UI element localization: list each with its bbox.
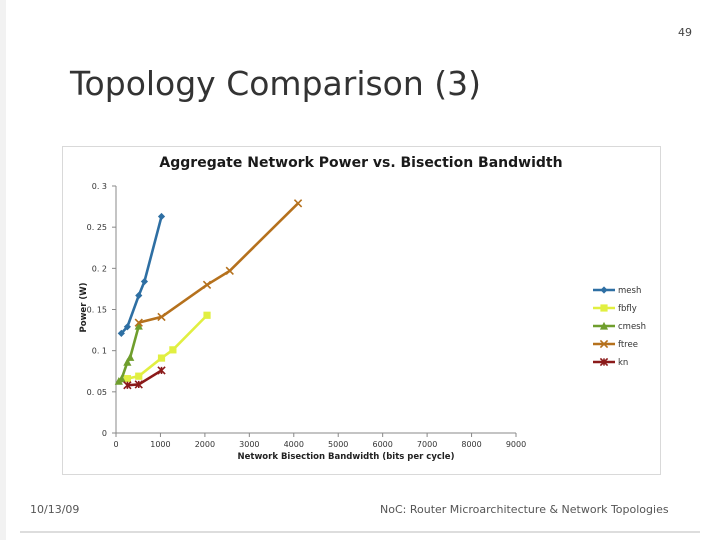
data-point-kn <box>123 381 132 390</box>
x-tick-label: 4000 <box>284 440 304 449</box>
x-tick-label: 3000 <box>239 440 259 449</box>
data-point-ftree <box>134 318 143 327</box>
legend-marker-mesh <box>600 286 608 294</box>
data-point-fbfly <box>157 354 166 362</box>
data-point-kn <box>134 380 143 389</box>
x-tick-label: 1000 <box>150 440 170 449</box>
x-tick-label: 7000 <box>417 440 437 449</box>
footer-date: 10/13/09 <box>30 503 80 516</box>
data-point-fbfly <box>135 372 143 380</box>
legend-label-ftree: ftree <box>618 340 638 350</box>
data-point-mesh <box>135 291 143 300</box>
chart-svg: Aggregate Network Power vs. Bisection Ba… <box>79 155 646 462</box>
data-point-fbfly <box>123 375 131 383</box>
y-tick-label: 0. 1 <box>92 347 107 356</box>
y-tick-label: 0. 05 <box>87 388 107 397</box>
y-tick-label: 0. 25 <box>87 223 107 232</box>
x-tick-label: 5000 <box>328 440 348 449</box>
series-line-mesh <box>120 216 163 335</box>
chart-title: Aggregate Network Power vs. Bisection Ba… <box>159 155 562 171</box>
legend-marker-fbfly <box>600 304 608 312</box>
x-tick-label: 9000 <box>506 440 526 449</box>
data-point-cmesh <box>123 358 132 366</box>
data-point-ftree <box>225 266 234 275</box>
data-point-mesh <box>157 212 166 221</box>
data-point-fbfly <box>169 346 177 354</box>
y-tick-label: 0. 3 <box>92 182 107 191</box>
data-point-fbfly <box>203 311 211 319</box>
x-tick-label: 6000 <box>372 440 392 449</box>
legend-label-kn: kn <box>618 358 628 368</box>
x-axis-label: Network Bisection Bandwidth (bits per cy… <box>238 452 455 462</box>
slide-left-bar <box>0 0 6 540</box>
data-point-ftree <box>202 280 212 289</box>
x-tick-label: 8000 <box>461 440 481 449</box>
data-point-ftree <box>293 199 303 208</box>
x-tick-label: 2000 <box>195 440 215 449</box>
legend-label-fbfly: fbfly <box>618 304 637 314</box>
data-point-mesh <box>140 277 149 286</box>
x-tick-label: 0 <box>113 440 118 449</box>
data-point-cmesh <box>117 374 126 383</box>
legend-label-mesh: mesh <box>618 286 641 296</box>
data-point-cmesh <box>134 321 143 330</box>
legend-marker-ftree <box>599 339 609 349</box>
legend-marker-kn <box>599 357 609 367</box>
legend-marker-cmesh <box>599 321 609 330</box>
slide-number: 49 <box>678 26 692 39</box>
chart-panel: Aggregate Network Power vs. Bisection Ba… <box>62 146 661 475</box>
y-tick-label: 0 <box>102 429 107 438</box>
y-tick-label: 0. 15 <box>87 306 107 315</box>
data-point-kn <box>157 366 166 375</box>
slide-title: Topology Comparison (3) <box>70 64 482 103</box>
footer-text: NoC: Router Microarchitecture & Network … <box>380 503 669 516</box>
y-axis-label: Power (W) <box>79 282 89 332</box>
data-point-cmesh <box>126 353 135 361</box>
series-line-ftree <box>138 202 299 324</box>
y-tick-label: 0. 2 <box>92 264 107 273</box>
data-point-ftree <box>157 312 166 322</box>
legend-label-cmesh: cmesh <box>618 322 646 332</box>
footer-line <box>20 531 700 533</box>
